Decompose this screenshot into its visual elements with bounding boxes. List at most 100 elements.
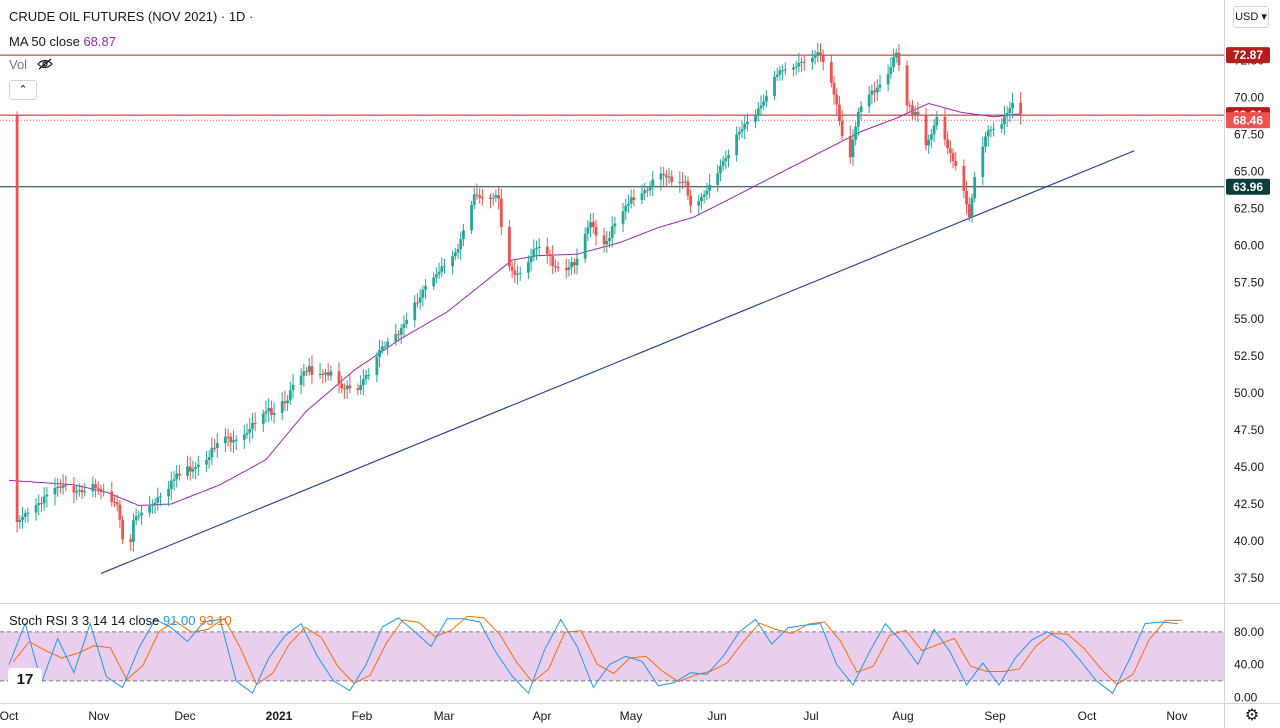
candle-body — [286, 400, 290, 404]
gear-icon[interactable]: ⚙ — [1244, 707, 1260, 724]
candle-body — [986, 130, 990, 137]
candle-body — [186, 466, 189, 476]
candle-body — [970, 198, 974, 218]
candle-body — [510, 266, 514, 271]
logo-text: 17 — [16, 671, 34, 688]
candle-body — [905, 65, 909, 106]
candle-body — [472, 194, 476, 205]
candle-body — [394, 334, 398, 342]
vol-legend[interactable]: Vol — [9, 57, 53, 73]
candle-body — [813, 55, 817, 58]
candle-body — [984, 136, 987, 147]
candle-body — [21, 516, 24, 521]
collapse-legend-button[interactable]: ⌃ — [9, 80, 37, 100]
symbol-title[interactable]: CRUDE OIL FUTURES (NOV 2021) · 1D · — [9, 9, 254, 24]
candle-body — [681, 182, 684, 184]
candle-body — [702, 194, 706, 197]
candle-body — [159, 496, 162, 498]
candle-body — [134, 516, 138, 521]
candle-body — [532, 249, 536, 257]
candle-body — [759, 105, 763, 109]
stoch-legend[interactable]: Stoch RSI 3 3 14 14 close 91.00 93.10 — [9, 613, 232, 628]
candle-body — [462, 230, 465, 240]
time-tick-label: Nov — [1166, 709, 1187, 723]
candle-body — [627, 203, 630, 206]
candle-body — [1005, 113, 1009, 117]
candle-body — [359, 384, 363, 390]
candle-body — [424, 286, 427, 290]
candle-body — [194, 466, 198, 469]
candle-body — [516, 273, 519, 275]
price-tick-label: 60.00 — [1234, 238, 1264, 252]
trend-line[interactable] — [100, 150, 1135, 574]
time-tick-label: Feb — [352, 709, 373, 723]
stoch-rsi-lines — [8, 615, 1182, 695]
candle-body — [245, 432, 249, 435]
candle-body — [305, 371, 308, 373]
candle-body — [719, 166, 722, 174]
stoch-band — [0, 631, 1224, 682]
candle-body — [405, 320, 409, 325]
candle-body — [873, 90, 876, 93]
candle-body — [529, 256, 533, 263]
chevron-down-icon: ▾ — [1258, 11, 1267, 23]
candle-body — [443, 266, 446, 268]
candle-body — [172, 479, 176, 481]
ma-legend[interactable]: MA 50 close 68.87 — [9, 34, 116, 49]
time-tick-label: May — [620, 709, 643, 723]
candle-body — [689, 195, 693, 206]
candle-body — [1003, 116, 1006, 125]
tradingview-logo[interactable]: 17 — [8, 668, 42, 692]
candle-body — [77, 490, 81, 492]
price-tick-label: 42.50 — [1234, 497, 1264, 511]
candle-body — [643, 190, 647, 194]
candle-body — [589, 221, 592, 228]
currency-button[interactable]: USD ▾ — [1233, 6, 1269, 28]
trend-line-path[interactable] — [100, 150, 1135, 574]
candle-body — [821, 55, 825, 62]
ma-value: 68.87 — [83, 34, 116, 49]
time-tick-label: 2021 — [266, 709, 293, 723]
candle-body — [508, 226, 511, 267]
currency-label: USD — [1235, 11, 1259, 23]
candle-body — [242, 434, 246, 440]
candle-body — [989, 129, 993, 131]
candle-body — [288, 390, 292, 401]
candle-body — [418, 297, 422, 303]
candle-body — [348, 385, 352, 389]
candle-body — [586, 227, 590, 234]
candle-body — [489, 197, 492, 199]
candle-body — [878, 84, 882, 88]
horizontal-levels[interactable] — [0, 54, 1224, 188]
candle-body — [932, 125, 936, 135]
candle-body — [640, 193, 644, 200]
candle-body — [930, 134, 933, 140]
stoch-k-line — [8, 617, 1178, 695]
candle-body — [797, 62, 801, 67]
candle-body — [778, 70, 782, 75]
candle-body — [775, 74, 779, 77]
candle-body — [1019, 102, 1023, 114]
candle-body — [188, 466, 192, 472]
candle-body — [856, 112, 860, 127]
candle-body — [15, 115, 19, 523]
candle-body — [965, 190, 968, 205]
stoch-label: Stoch RSI 3 3 14 14 close — [9, 613, 160, 628]
candle-body — [832, 82, 836, 95]
symbol-legend[interactable]: CRUDE OIL FUTURES (NOV 2021) · 1D · — [9, 9, 253, 24]
candle-body — [53, 487, 57, 495]
candle-body — [99, 488, 103, 492]
candle-body — [783, 69, 787, 71]
candle-body — [383, 346, 387, 348]
candle-body — [321, 373, 325, 375]
candle-body — [943, 116, 947, 140]
candle-body — [397, 334, 400, 336]
candle-body — [253, 422, 257, 425]
candle-body — [310, 366, 314, 375]
candle-body — [64, 485, 68, 487]
eye-hidden-icon[interactable] — [36, 58, 53, 73]
stoch-d-value: 93.10 — [199, 613, 232, 628]
candle-body — [226, 436, 230, 438]
price-tick-label: 50.00 — [1234, 386, 1264, 400]
